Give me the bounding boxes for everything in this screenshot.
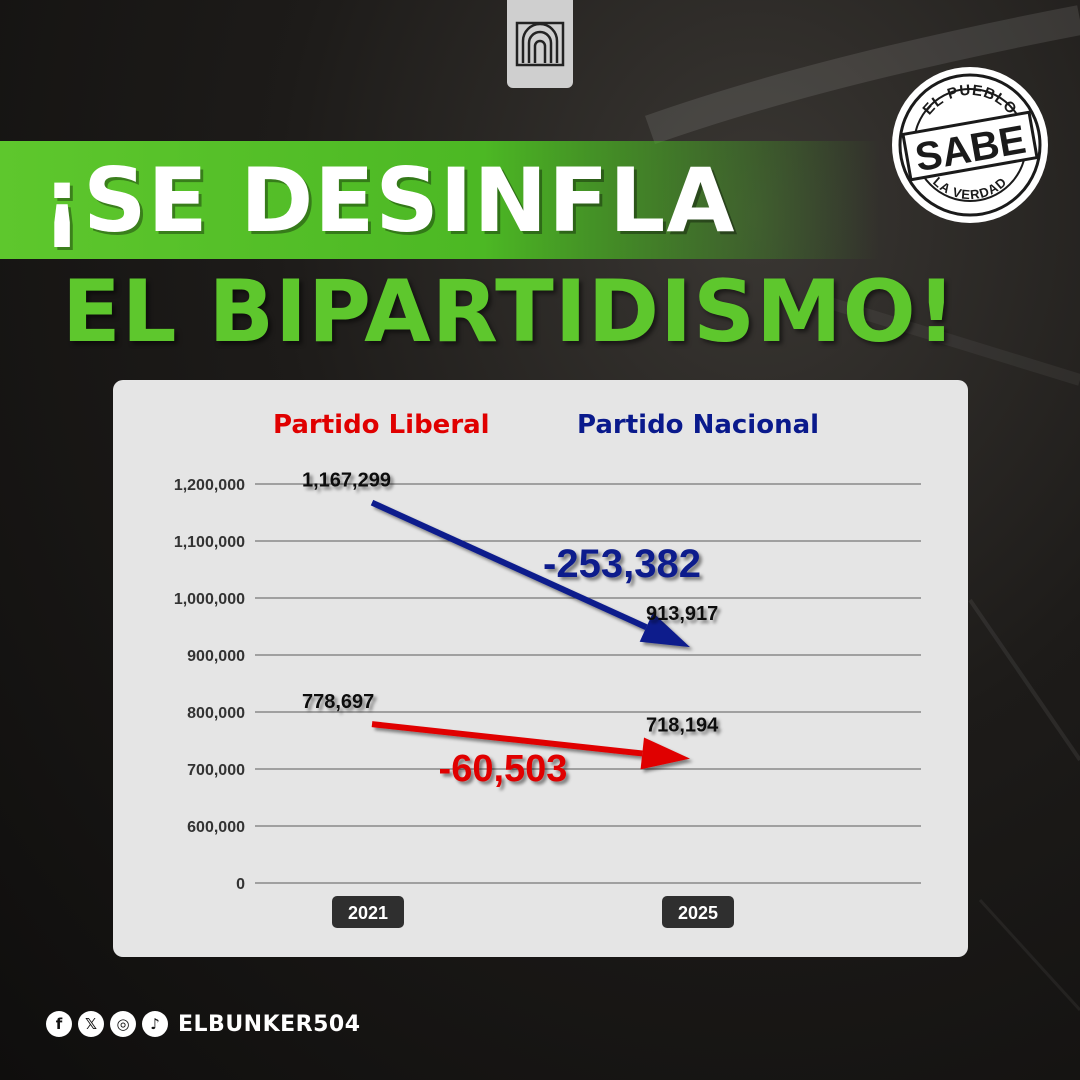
data-label-start: 1,167,299 <box>302 470 391 492</box>
instagram-icon[interactable]: ◎ <box>110 1011 136 1037</box>
data-label-end: 913,917 <box>646 603 718 625</box>
series-arrowhead <box>639 612 690 648</box>
y-tick-label: 0 <box>236 876 245 893</box>
x-tick-pill <box>662 896 734 928</box>
el-pueblo-sabe-stamp: EL PUEBLO SABE LA VERDAD <box>892 67 1048 223</box>
legend-partido-nacional: Partido Nacional <box>577 410 820 440</box>
x-icon[interactable]: 𝕏 <box>78 1011 104 1037</box>
facebook-icon[interactable]: f <box>46 1011 72 1037</box>
headline-line-1: ¡SE DESINFLA <box>42 149 736 252</box>
liberal-change-label: -60,503 <box>439 748 568 790</box>
liberal-arrow <box>371 721 690 770</box>
y-tick-label: 1,200,000 <box>174 477 245 494</box>
x-tick-label: 2025 <box>678 903 718 923</box>
series-arrowhead <box>640 737 690 770</box>
tiktok-icon[interactable]: ♪ <box>142 1011 168 1037</box>
data-label-end: 718,194 <box>646 715 719 737</box>
series-line <box>371 721 643 757</box>
series-line <box>370 499 648 630</box>
chart-card <box>113 380 968 957</box>
data-label-start: 778,697 <box>302 691 374 713</box>
y-tick-label: 600,000 <box>187 819 245 836</box>
bunker-logo-icon <box>515 21 565 67</box>
y-tick-label: 800,000 <box>187 705 245 722</box>
y-tick-label: 1,000,000 <box>174 591 245 608</box>
headline-line-2: EL BIPARTIDISMO! <box>62 262 957 362</box>
y-tick-label: 900,000 <box>187 648 245 665</box>
nacional-arrow <box>370 499 690 648</box>
y-tick-label: 1,100,000 <box>174 534 245 551</box>
legend-partido-liberal: Partido Liberal <box>273 410 490 440</box>
social-footer: f 𝕏 ◎ ♪ ELBUNKER504 <box>46 1011 361 1037</box>
nacional-change-label: -253,382 <box>543 542 701 586</box>
x-tick-label: 2021 <box>348 903 388 923</box>
y-tick-label: 700,000 <box>187 762 245 779</box>
social-handle[interactable]: ELBUNKER504 <box>178 1011 361 1037</box>
x-tick-pill <box>332 896 404 928</box>
title-highlight-band <box>0 141 880 259</box>
brand-logo-tab <box>507 0 573 88</box>
